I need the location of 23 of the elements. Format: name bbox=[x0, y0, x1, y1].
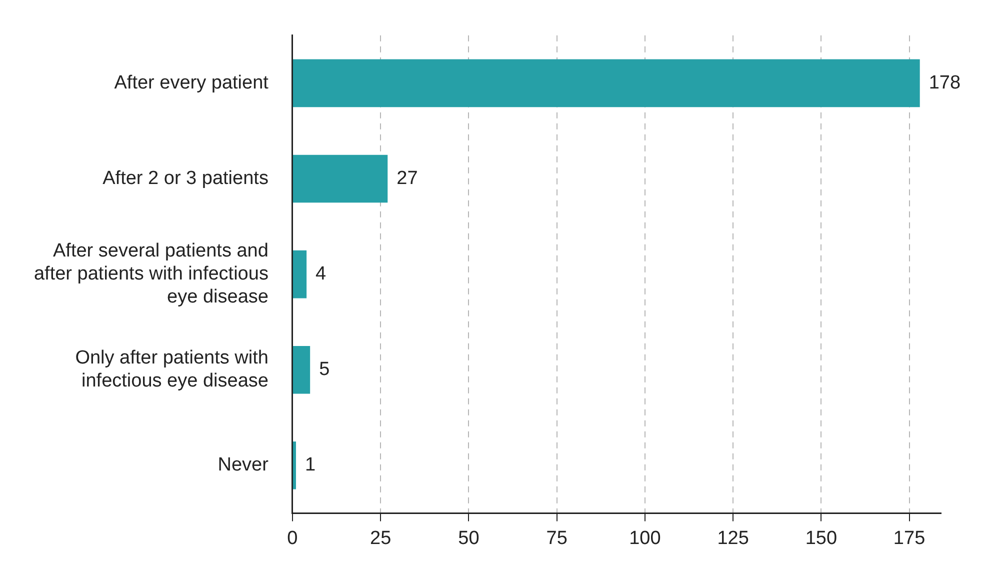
data-label: 27 bbox=[396, 168, 418, 189]
bar bbox=[292, 154, 388, 203]
x-tick-label: 75 bbox=[546, 528, 568, 549]
data-label: 4 bbox=[316, 264, 327, 285]
bar bbox=[292, 250, 307, 298]
data-label: 1 bbox=[304, 454, 316, 476]
y-tick-label: Only after patients with infectious eye disease bbox=[75, 348, 268, 392]
x-tick-label: 50 bbox=[458, 528, 480, 549]
x-tick-label: 0 bbox=[287, 528, 298, 549]
bar bbox=[292, 59, 920, 108]
data-label: 178 bbox=[928, 72, 961, 94]
y-tick-label: After several patients and after patients with infectious eye disease bbox=[34, 240, 268, 308]
y-tick-label: Never bbox=[218, 454, 270, 476]
x-tick-label: 100 bbox=[629, 528, 661, 549]
x-tick-label: 125 bbox=[717, 528, 749, 549]
x-tick-label: 150 bbox=[805, 528, 838, 549]
y-tick-label: After every patient bbox=[114, 72, 270, 94]
x-tick-label: 25 bbox=[370, 528, 392, 549]
bar bbox=[292, 442, 296, 490]
x-tick-label: 175 bbox=[893, 528, 926, 549]
bar bbox=[292, 346, 310, 394]
y-tick-label: After 2 or 3 patients bbox=[102, 168, 268, 189]
data-label: 5 bbox=[319, 359, 330, 380]
